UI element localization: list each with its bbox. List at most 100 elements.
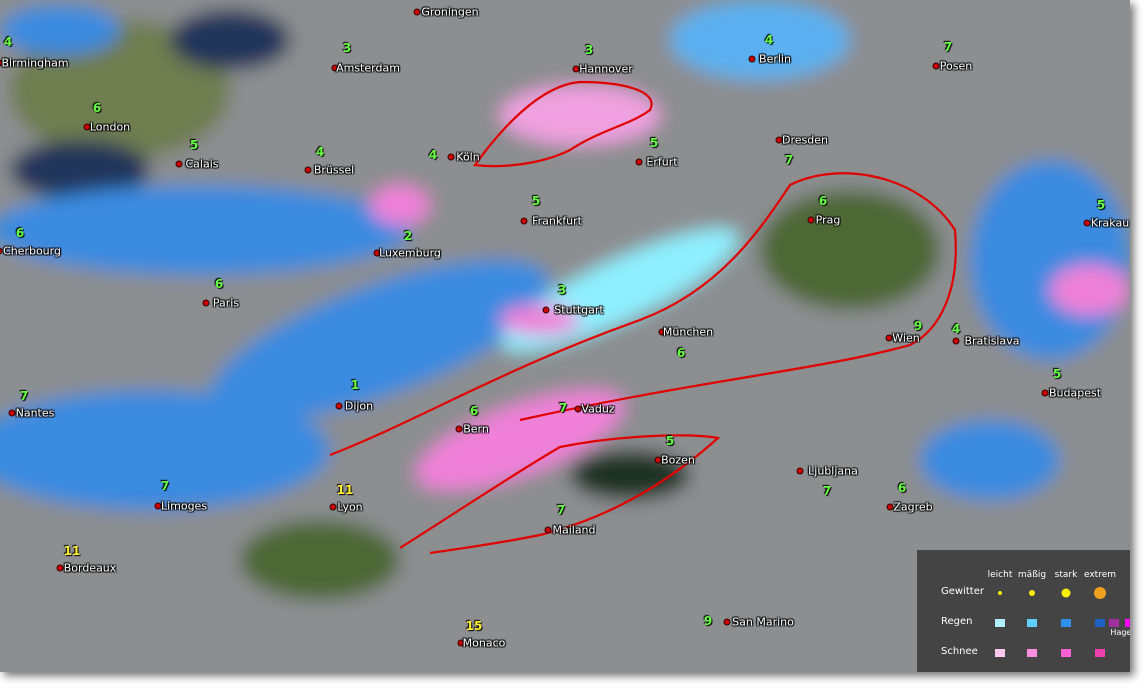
city-dot: [304, 166, 312, 174]
city-name: Hannover: [579, 62, 633, 76]
city-name: Mailand: [552, 523, 596, 537]
city-name: Erfurt: [646, 155, 678, 169]
city-name: Wien: [892, 331, 920, 345]
city-name: Frankfurt: [532, 214, 582, 228]
legend-swatch: [995, 619, 1005, 627]
temperature: 7: [822, 484, 832, 498]
temperature: 11: [63, 544, 81, 558]
city-dot: [1041, 389, 1049, 397]
warning-outlines: [329, 80, 957, 555]
clouds: [0, 0, 1130, 672]
city-name: Bordeaux: [63, 561, 117, 575]
legend-swatch: [1061, 588, 1071, 598]
temperature: 7: [556, 503, 566, 517]
legend-swatch: [1061, 619, 1071, 627]
city-name: Budapest: [1048, 386, 1102, 400]
city-dot: [56, 564, 64, 572]
city-dot: [455, 425, 463, 433]
city-name: Paris: [212, 296, 240, 310]
city-dot: [542, 306, 550, 314]
city-name: Bozen: [661, 453, 695, 467]
temperature: 7: [558, 401, 568, 415]
legend-row-label: Schnee: [941, 646, 978, 657]
legend-level: extrem: [1083, 570, 1117, 580]
temperature: 5: [665, 434, 675, 448]
temperature: 6: [15, 226, 25, 240]
city-dot: [202, 299, 210, 307]
city-dot: [885, 334, 893, 342]
hail-swatch: [1109, 619, 1119, 627]
temperature: 4: [428, 148, 438, 162]
temperature: 4: [951, 322, 961, 336]
temperature: 6: [469, 404, 479, 418]
city-dot: [520, 217, 528, 225]
city-dot: [775, 136, 783, 144]
city-dot: [335, 402, 343, 410]
city-name: Ljubljana: [808, 464, 858, 478]
legend-swatch: [1027, 619, 1037, 627]
legend-swatch: [995, 649, 1005, 657]
city-name: Calais: [185, 157, 219, 171]
temperature: 6: [214, 277, 224, 291]
temperature: 5: [1096, 198, 1106, 212]
city-dot: [154, 502, 162, 510]
city-dot: [331, 64, 339, 72]
city-name: Brüssel: [313, 163, 355, 177]
temperature: 6: [818, 194, 828, 208]
city-dot: [329, 503, 337, 511]
city-dot: [748, 55, 756, 63]
city-dot: [457, 639, 465, 647]
city-dot: [807, 216, 815, 224]
city-name: Posen: [939, 59, 973, 73]
city-dot: [654, 456, 662, 464]
legend-swatch: [1029, 590, 1035, 596]
temperature: 7: [160, 479, 170, 493]
city-name: Bern: [463, 422, 489, 436]
legend-level: leicht: [987, 570, 1013, 580]
city-name: Groningen: [421, 5, 479, 19]
temperature: 5: [1052, 367, 1062, 381]
temperature: 6: [897, 481, 907, 495]
city-name: Prag: [815, 213, 841, 227]
hail-swatch: [1125, 619, 1130, 627]
legend-level: mäßig: [1017, 570, 1047, 580]
city-dot: [658, 328, 666, 336]
temperature: 3: [557, 283, 567, 297]
city-name: San Marino: [732, 615, 794, 629]
city-dot: [635, 158, 643, 166]
temperature: 15: [465, 619, 483, 633]
temperature: 7: [19, 389, 29, 403]
city-name: Dresden: [782, 133, 828, 147]
temperature: 11: [336, 483, 354, 497]
temperature: 6: [92, 101, 102, 115]
hail-label: Hagel: [1110, 628, 1130, 637]
temperature: 5: [649, 136, 659, 150]
city-dot: [952, 337, 960, 345]
city-name: Bratislava: [964, 334, 1020, 348]
radar-map: [0, 0, 1130, 672]
temperature: 4: [764, 33, 774, 47]
temperature: 2: [403, 229, 413, 243]
legend-level: stark: [1054, 570, 1078, 580]
city-name: Nantes: [15, 406, 55, 420]
temperature: 7: [784, 153, 794, 167]
temperature: 7: [943, 40, 953, 54]
city-dot: [544, 526, 552, 534]
city-name: Dijon: [344, 399, 374, 413]
city-name: Limoges: [160, 499, 208, 513]
city-dot: [886, 503, 894, 511]
temperature: 5: [189, 138, 199, 152]
city-name: München: [662, 325, 714, 339]
city-name: Vaduz: [581, 402, 615, 416]
city-dot: [175, 160, 183, 168]
city-dot: [932, 62, 940, 70]
legend: leicht mäßig stark extrem Gewitter Regen Schne…: [917, 550, 1130, 672]
city-dot: [1083, 219, 1091, 227]
legend-swatch: [1095, 619, 1105, 627]
temperature: 6: [676, 346, 686, 360]
city-name: Amsterdam: [336, 61, 400, 75]
temperature: 1: [350, 378, 360, 392]
city-dot: [796, 467, 804, 475]
city-name: Köln: [456, 150, 480, 164]
